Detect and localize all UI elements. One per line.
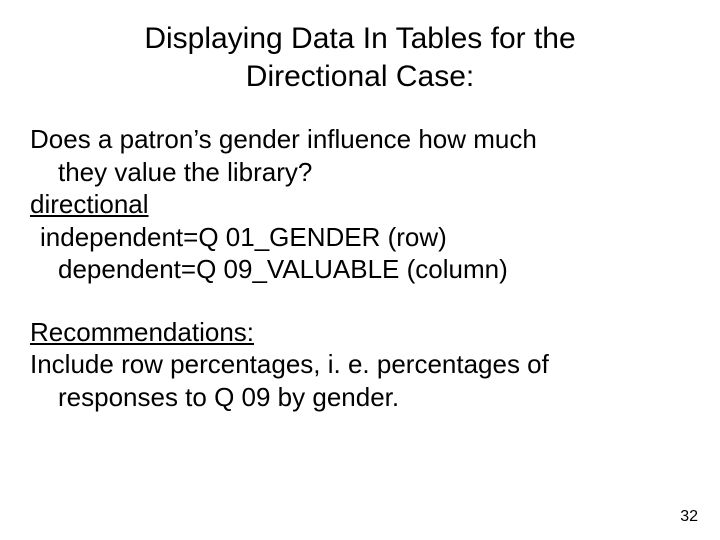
question-line-1: Does a patron’s gender influence how muc… — [30, 123, 690, 156]
directional-label: directional — [30, 188, 690, 221]
block-2: Recommendations: Include row percentages… — [30, 316, 690, 414]
recommend-line-2: responses to Q 09 by gender. — [30, 381, 690, 414]
dependent-line: dependent=Q 09_VALUABLE (column) — [30, 253, 690, 286]
independent-line: independent=Q 01_GENDER (row) — [30, 221, 690, 254]
question-line-2: they value the library? — [30, 156, 690, 189]
recommend-line-1: Include row percentages, i. e. percentag… — [30, 348, 690, 381]
page-number: 32 — [680, 508, 698, 526]
recommend-heading-text: Recommendations: — [30, 317, 254, 347]
title-line-1: Displaying Data In Tables for the — [144, 22, 575, 55]
directional-label-text: directional — [30, 189, 149, 219]
recommend-heading: Recommendations: — [30, 316, 690, 349]
slide-title: Displaying Data In Tables for the Direct… — [30, 20, 690, 95]
block-1: Does a patron’s gender influence how muc… — [30, 123, 690, 286]
title-line-2: Directional Case: — [246, 60, 474, 93]
